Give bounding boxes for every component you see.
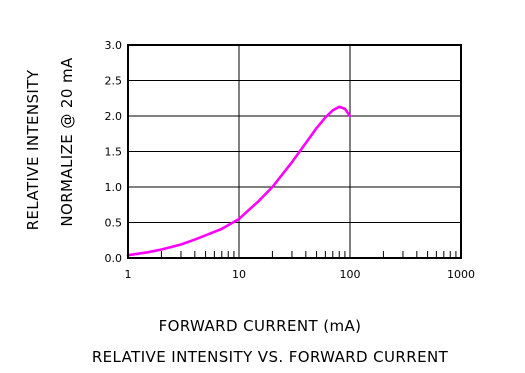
y-tick-label: 2.0 [105,110,123,123]
tick-labels: 1 10 100 1000 0.0 0.5 1.0 1.5 2.0 2.5 3.0 [105,39,476,281]
x-tick-label: 1 [125,268,132,281]
x-axis-title: FORWARD CURRENT (mA) [159,317,362,335]
x-tick-label: 1000 [447,268,475,281]
x-tick-label: 100 [340,268,361,281]
y-tick-label: 1.5 [105,146,123,159]
minor-ticks [160,251,457,258]
y-tick-label: 3.0 [105,39,123,52]
y-axis-title-line-2: NORMALIZE @ 20 mA [58,57,76,227]
chart-title: RELATIVE INTENSITY VS. FORWARD CURRENT [92,348,449,366]
y-tick-label: 0.0 [105,252,123,265]
grid-lines [128,45,461,258]
y-tick-label: 0.5 [105,217,123,230]
plot-border [127,44,462,259]
series-layer [126,105,352,257]
y-axis-title-line-1: RELATIVE INTENSITY [24,69,42,230]
y-tick-label: 2.5 [105,75,123,88]
x-tick-label: 10 [232,268,246,281]
y-tick-label: 1.0 [105,181,123,194]
series-line [126,105,352,257]
